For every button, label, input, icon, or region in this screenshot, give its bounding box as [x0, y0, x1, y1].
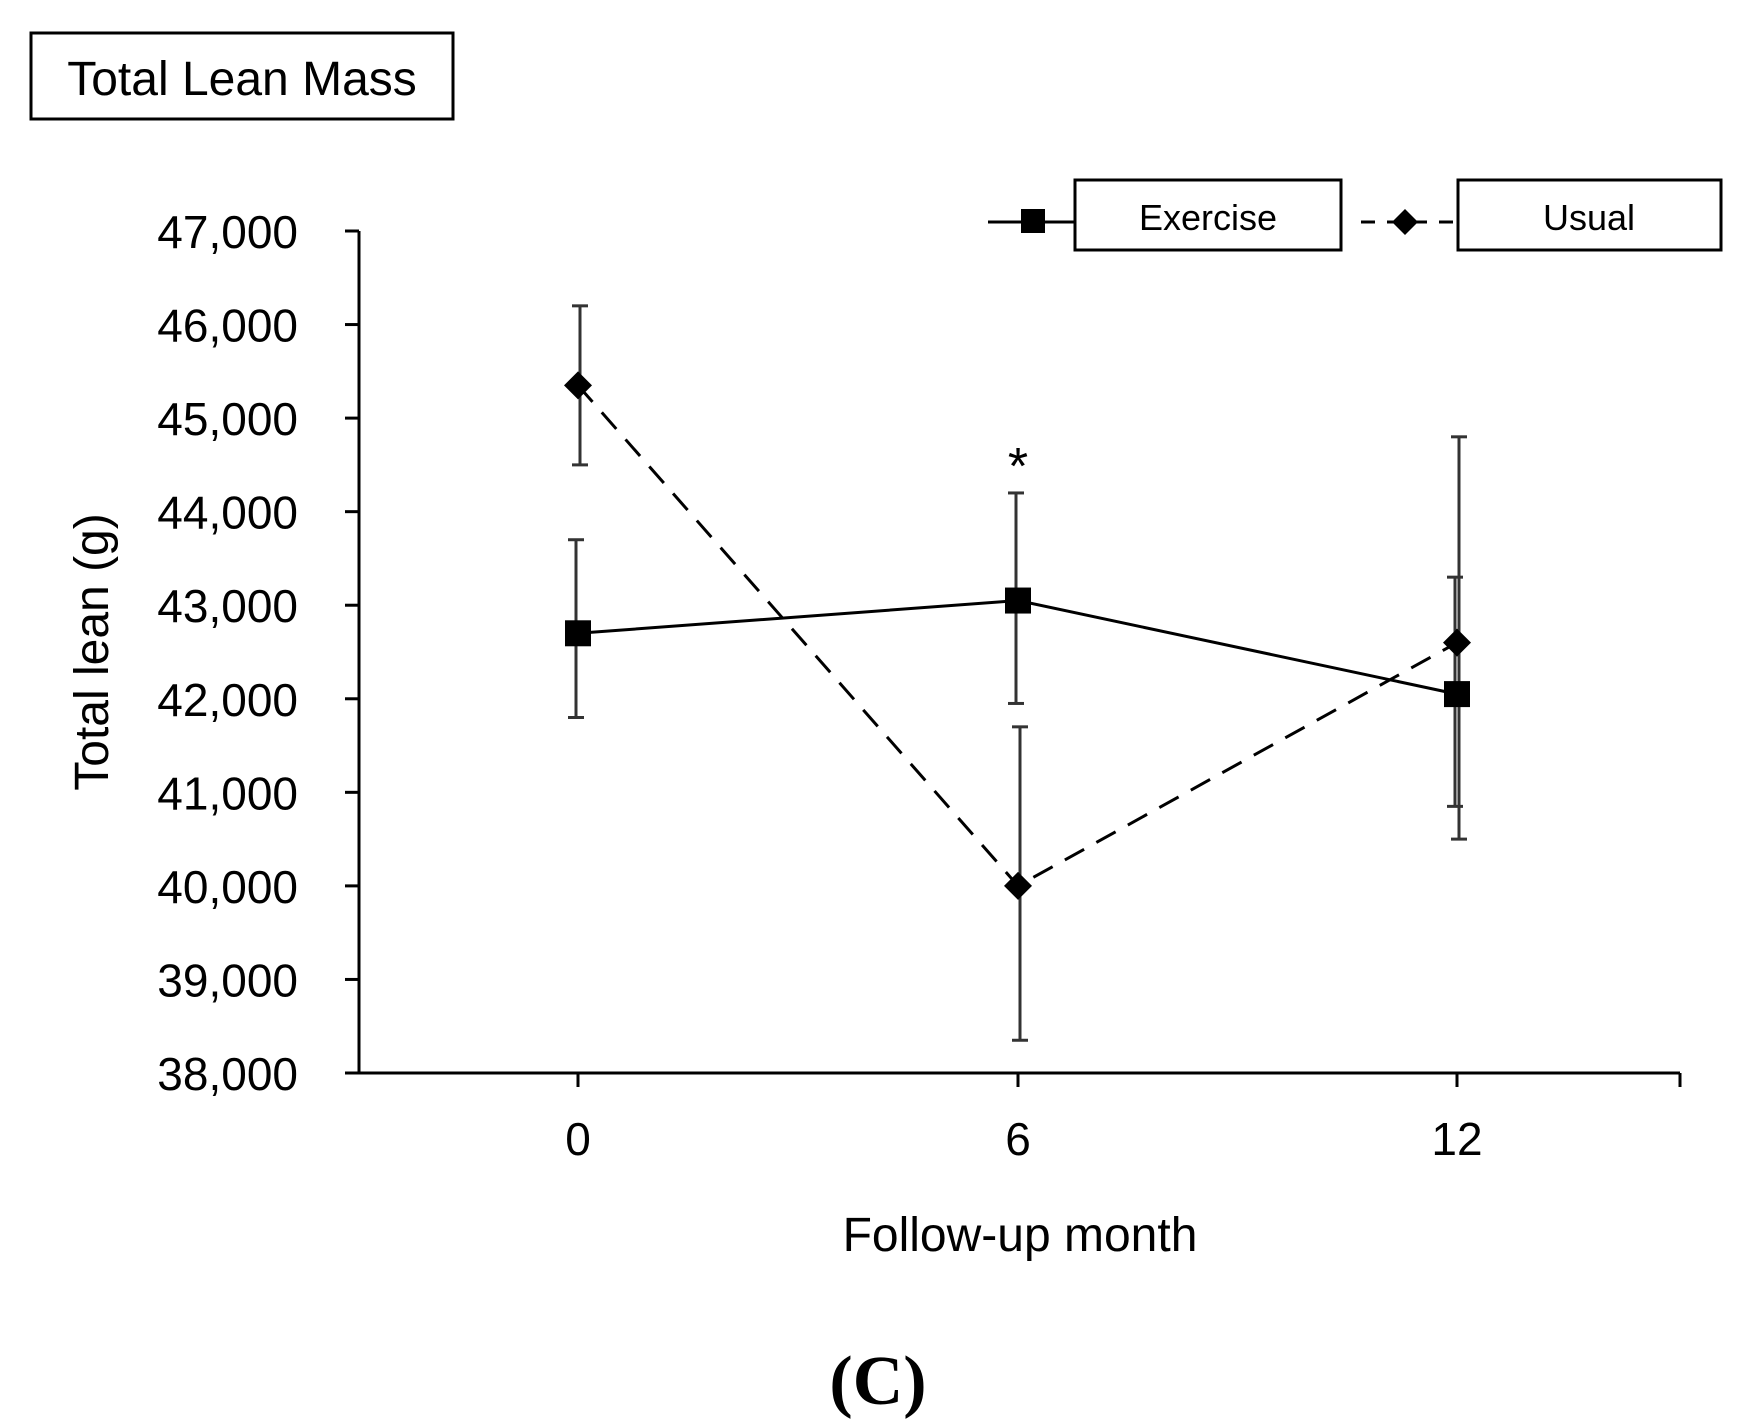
legend-exercise-marker — [1021, 209, 1045, 233]
chart-title: Total Lean Mass — [67, 53, 417, 106]
x-tick-label: 12 — [1431, 1113, 1482, 1165]
legend-usual-marker — [1392, 209, 1418, 235]
significance-marker: * — [1008, 438, 1028, 496]
series-layer — [564, 304, 1471, 1042]
y-tick-label: 38,000 — [157, 1048, 298, 1100]
annotation-layer: * — [1008, 438, 1028, 496]
legend-exercise-box — [1073, 178, 1343, 252]
y-tick-label: 43,000 — [157, 580, 298, 632]
y-tick-label: 40,000 — [157, 861, 298, 913]
chart-title-frame — [29, 31, 455, 121]
y-tick-label: 47,000 — [157, 206, 298, 258]
y-tick-label: 39,000 — [157, 954, 298, 1006]
legend: Exercise Usual — [988, 178, 1723, 252]
data-point-usual — [564, 371, 592, 400]
y-axis-label: Total lean (g) — [66, 513, 119, 790]
x-axis-ticks: 0 6 12 — [565, 1073, 1682, 1165]
y-tick-label: 45,000 — [157, 393, 298, 445]
y-tick-label: 41,000 — [157, 767, 298, 819]
panel-label: (C) — [829, 1343, 926, 1420]
x-axis-label: Follow-up month — [843, 1209, 1198, 1262]
y-tick-label: 44,000 — [157, 487, 298, 539]
data-point-usual — [1004, 871, 1032, 900]
y-axis-ticks: 38,000 39,000 40,000 41,000 42,000 43,000 44,0… — [157, 206, 359, 1100]
y-tick-label: 42,000 — [157, 674, 298, 726]
data-point-exercise — [1444, 681, 1470, 708]
data-point-exercise — [565, 620, 591, 647]
legend-usual-box — [1456, 178, 1723, 252]
chart-title-box: Total Lean Mass — [29, 31, 455, 121]
y-tick-label: 46,000 — [157, 300, 298, 352]
legend-exercise-label: Exercise — [1139, 197, 1277, 238]
x-tick-label: 6 — [1005, 1113, 1031, 1165]
data-point-exercise — [1005, 587, 1031, 614]
x-tick-label: 0 — [565, 1113, 591, 1165]
data-point-usual — [1443, 628, 1471, 657]
legend-usual-label: Usual — [1543, 197, 1635, 238]
